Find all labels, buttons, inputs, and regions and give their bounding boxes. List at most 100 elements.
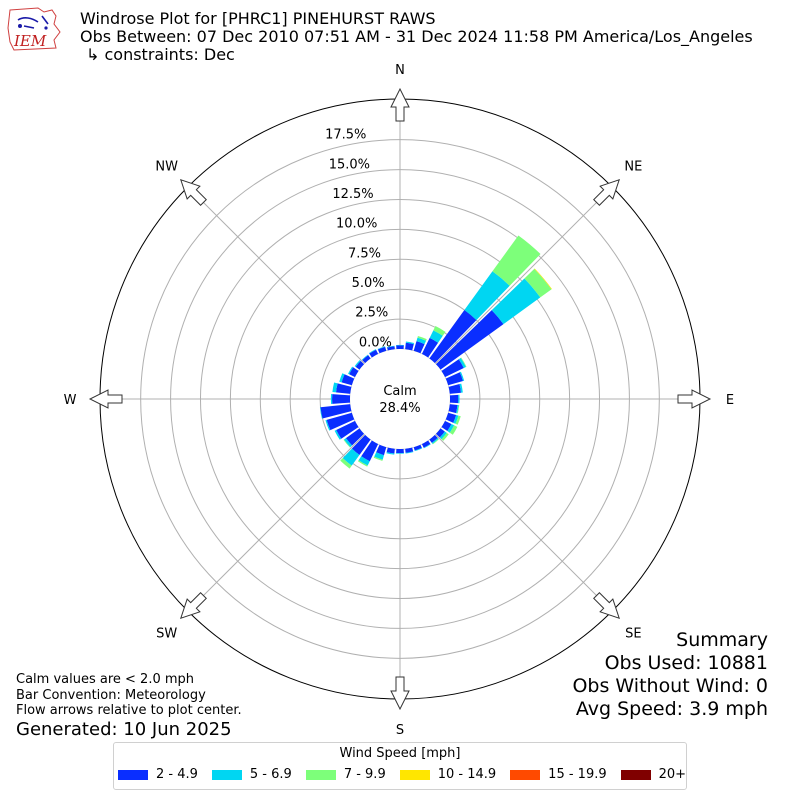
windrose-bar bbox=[459, 383, 463, 393]
legend-swatch bbox=[118, 769, 148, 780]
obs-range: Obs Between: 07 Dec 2010 07:51 AM - 31 D… bbox=[80, 27, 753, 46]
generated-date: Generated: 10 Jun 2025 bbox=[16, 719, 232, 740]
note-flow: Flow arrows relative to plot center. bbox=[16, 703, 242, 718]
direction-arrow-icon bbox=[88, 389, 123, 409]
direction-arrows bbox=[88, 87, 712, 711]
legend: Wind Speed [mph] 2 - 4.9 5 - 6.9 7 - 9.9… bbox=[113, 742, 687, 790]
windrose-bar bbox=[377, 346, 387, 354]
cardinal-label-w: W bbox=[64, 393, 77, 408]
chart-title: Windrose Plot for [PHRC1] PINEHURST RAWS bbox=[80, 9, 436, 28]
windrose-bar bbox=[429, 434, 438, 443]
summary-title: Summary bbox=[676, 629, 768, 651]
windrose-bar bbox=[405, 451, 414, 454]
windrose-bar bbox=[449, 394, 459, 404]
cardinal-label-e: E bbox=[726, 393, 734, 408]
title-block: Windrose Plot for [PHRC1] PINEHURST RAWS… bbox=[80, 10, 753, 64]
windrose-bar bbox=[361, 440, 379, 462]
windrose-bar bbox=[447, 423, 455, 433]
windrose-bar bbox=[348, 366, 354, 375]
windrose-bar bbox=[330, 394, 333, 404]
windrose-bar bbox=[369, 349, 379, 358]
legend-items: 2 - 4.9 5 - 6.9 7 - 9.9 10 - 14.9 15 - 1… bbox=[118, 767, 700, 782]
grid-spoke bbox=[435, 434, 613, 612]
windrose-bar bbox=[349, 367, 359, 378]
windrose-bar bbox=[351, 434, 371, 456]
windrose-bar bbox=[448, 384, 462, 394]
note-convention: Bar Convention: Meteorology bbox=[16, 687, 206, 703]
windrose-bar bbox=[343, 439, 351, 448]
windrose-bar bbox=[405, 447, 414, 453]
legend-title: Wind Speed [mph] bbox=[339, 746, 461, 761]
windrose-bar bbox=[362, 355, 371, 364]
windrose-bar bbox=[423, 443, 431, 449]
windrose-bar bbox=[368, 349, 377, 354]
legend-label: 10 - 14.9 bbox=[437, 767, 497, 782]
legend-item: 10 - 14.9 bbox=[399, 767, 497, 782]
windrose-bar bbox=[458, 357, 466, 369]
windrose-bar bbox=[441, 420, 452, 432]
arrow-shape bbox=[180, 179, 207, 206]
legend-label: 15 - 19.9 bbox=[548, 767, 607, 782]
windrose-bar bbox=[377, 346, 386, 350]
legend-item: 15 - 19.9 bbox=[510, 767, 607, 782]
windrose-bar bbox=[335, 383, 352, 394]
windrose-bar bbox=[396, 453, 404, 454]
legend-item: 5 - 6.9 bbox=[211, 767, 292, 782]
polar-grid bbox=[100, 99, 700, 699]
windrose-bar bbox=[396, 344, 404, 346]
cardinal-labels: N NE E SE S SW W NW bbox=[64, 63, 735, 738]
direction-arrow-icon bbox=[593, 592, 620, 619]
windrose-bar bbox=[416, 337, 427, 345]
windrose-bar bbox=[491, 278, 541, 325]
legend-label: 2 - 4.9 bbox=[156, 767, 198, 782]
note-calm: Calm values are < 2.0 mph bbox=[16, 672, 195, 687]
windrose-bar bbox=[455, 415, 461, 425]
cardinal-label-n: N bbox=[395, 63, 405, 78]
windrose-bar bbox=[492, 235, 541, 286]
legend-swatch bbox=[399, 769, 430, 780]
calm-value: 28.4% bbox=[379, 401, 420, 416]
direction-arrow-icon bbox=[677, 389, 712, 409]
cardinal-label-s: S bbox=[396, 723, 404, 738]
legend-item: 20+ bbox=[620, 767, 686, 782]
windrose-bar bbox=[374, 452, 385, 460]
windrose-bar bbox=[354, 360, 361, 367]
windrose-bar bbox=[524, 268, 552, 298]
windrose-bar bbox=[332, 382, 338, 393]
legend-item: 7 - 9.9 bbox=[305, 767, 386, 782]
windrose-bar bbox=[459, 371, 465, 382]
windrose-bar bbox=[439, 431, 447, 440]
windrose-bar bbox=[386, 452, 395, 455]
direction-arrow-icon bbox=[180, 179, 207, 206]
windrose-bar bbox=[376, 444, 387, 456]
windrose-bar bbox=[458, 394, 460, 404]
arrow-shape bbox=[677, 389, 712, 409]
windrose-bar bbox=[464, 271, 510, 321]
grid-spoke bbox=[187, 186, 365, 364]
direction-arrow-icon bbox=[593, 179, 620, 206]
legend-label: 7 - 9.9 bbox=[343, 767, 386, 782]
cardinal-label-sw: SW bbox=[156, 626, 177, 641]
arrow-shape bbox=[180, 592, 207, 619]
windrose-bar bbox=[433, 326, 446, 336]
windrose-bar bbox=[435, 310, 504, 370]
windrose-bar bbox=[319, 407, 323, 419]
radial-tick-label: 17.5% bbox=[325, 128, 366, 143]
windrose-bar bbox=[445, 412, 457, 423]
windrose-bar bbox=[357, 460, 368, 467]
windrose-bar bbox=[445, 372, 464, 386]
radial-tick-label: 2.5% bbox=[355, 306, 388, 321]
windrose-bar bbox=[361, 354, 369, 361]
windrose-bar bbox=[343, 438, 353, 448]
grid-spoke bbox=[187, 434, 365, 612]
arrow-shape bbox=[593, 179, 620, 206]
windrose-bar bbox=[431, 437, 439, 444]
windrose-bar bbox=[429, 330, 443, 343]
windrose-bar bbox=[417, 335, 427, 341]
windrose-bar bbox=[396, 448, 404, 454]
windrose-bar bbox=[534, 268, 552, 290]
windrose-bar bbox=[405, 342, 414, 351]
grid-spoke bbox=[435, 186, 613, 364]
calm-circle bbox=[350, 349, 450, 449]
